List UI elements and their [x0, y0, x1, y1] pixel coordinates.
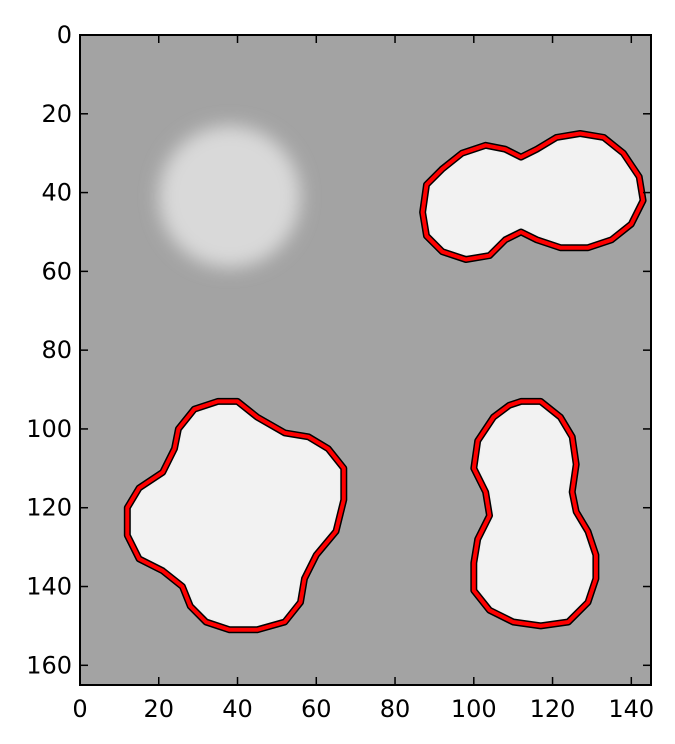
y-tick-label: 160: [26, 651, 72, 679]
y-tick-label: 100: [26, 415, 72, 443]
contour-red: [420, 131, 646, 262]
y-tick-label: 80: [41, 336, 72, 364]
blob-fill: [422, 133, 644, 260]
y-tick-label: 120: [26, 494, 72, 522]
y-tick-label: 60: [41, 257, 72, 285]
blob-fill: [473, 401, 596, 626]
blob-bottom-right: [470, 397, 600, 630]
x-tick-label: 120: [530, 695, 576, 723]
y-tick-label: 0: [57, 21, 72, 49]
contour-red: [471, 399, 598, 628]
blob-fill: [127, 401, 344, 630]
blob-bottom-left: [123, 397, 348, 634]
contour-red: [125, 399, 346, 632]
y-tick-label: 20: [41, 100, 72, 128]
x-tick-label: 60: [301, 695, 332, 723]
x-tick-label: 80: [380, 695, 411, 723]
blob-top-right: [419, 130, 647, 263]
x-tick-label: 20: [143, 695, 174, 723]
x-tick-label: 100: [451, 695, 497, 723]
faint-blob: [158, 125, 301, 268]
y-tick-label: 140: [26, 573, 72, 601]
plot-frame: [79, 34, 652, 686]
x-tick-label: 0: [72, 695, 87, 723]
y-tick-label: 40: [41, 179, 72, 207]
x-tick-label: 40: [222, 695, 253, 723]
x-tick-label: 140: [608, 695, 654, 723]
